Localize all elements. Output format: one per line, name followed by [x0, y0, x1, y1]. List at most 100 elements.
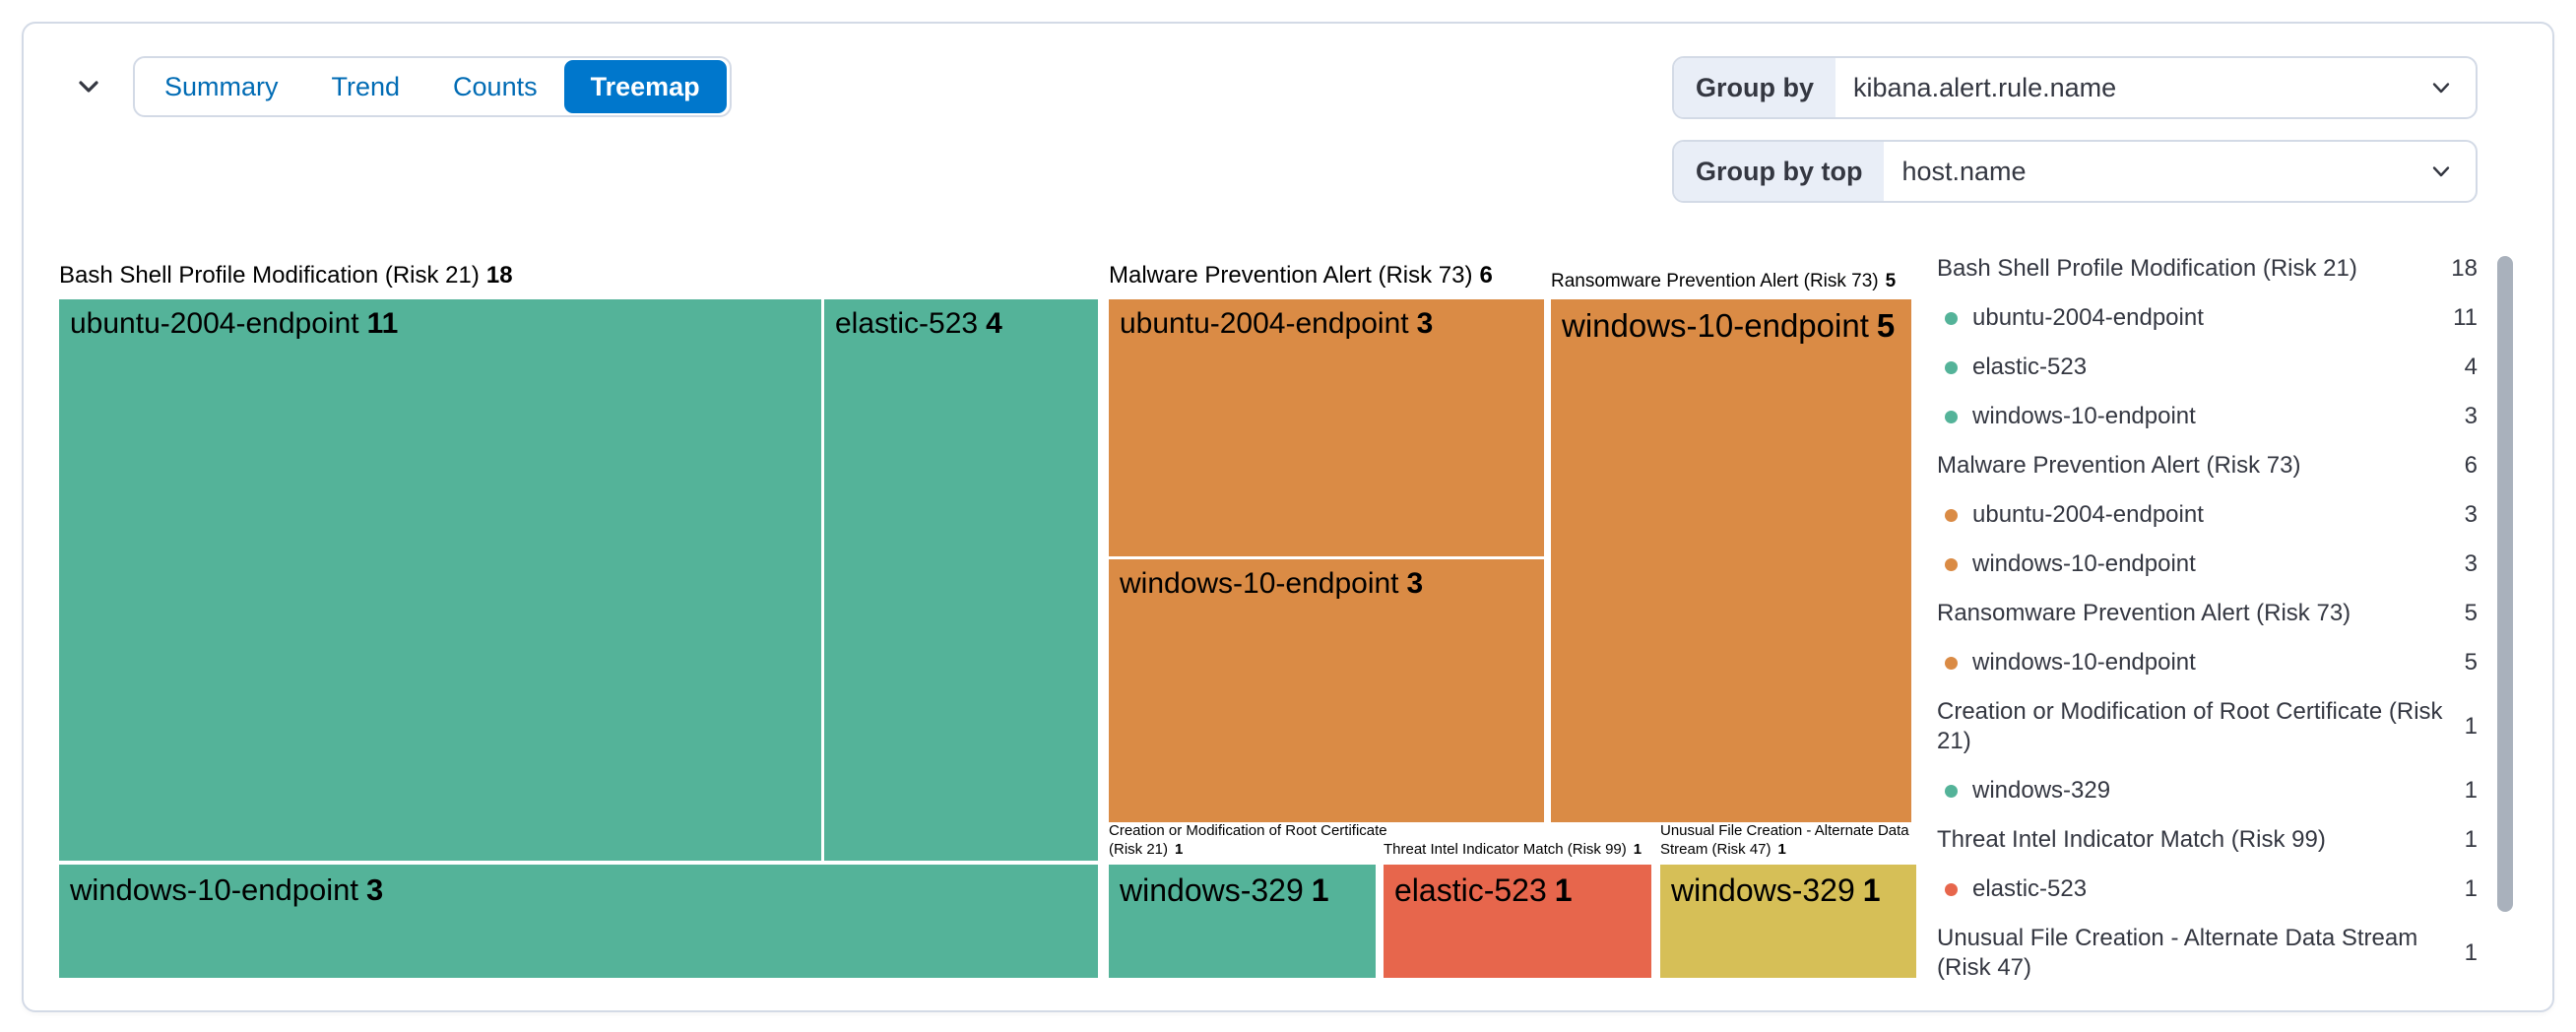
legend-dot: [1945, 557, 1958, 571]
tab-summary[interactable]: Summary: [138, 60, 305, 113]
block-count: 4: [986, 307, 1002, 340]
legend-title-row[interactable]: Threat Intel Indicator Match (Risk 99) 1: [1937, 825, 2478, 855]
treemap-section-title: Malware Prevention Alert (Risk 73) 6: [1109, 262, 1493, 290]
legend-item-row[interactable]: windows-329 1: [1937, 776, 2478, 806]
treemap-block[interactable]: ubuntu-2004-endpoint 11: [59, 299, 821, 861]
legend-item-row[interactable]: windows-10-endpoint 3: [1937, 402, 2478, 431]
group-by-value: kibana.alert.rule.name: [1853, 72, 2117, 102]
treemap-legend: Bash Shell Profile Modification (Risk 21…: [1937, 254, 2478, 1002]
group-by-top-value: host.name: [1901, 156, 2027, 186]
treemap-block[interactable]: elastic-523 1: [1384, 865, 1651, 978]
section-count: 1: [1175, 841, 1184, 858]
section-title-text: Ransomware Prevention Alert (Risk 73): [1551, 271, 1879, 291]
treemap-section-title: Unusual File Creation - Alternate Data S…: [1660, 821, 1926, 859]
treemap-block[interactable]: windows-329 1: [1109, 865, 1376, 978]
section-count: 5: [1885, 271, 1897, 291]
section-count: 1: [1633, 841, 1642, 858]
block-count: 3: [1406, 567, 1424, 600]
legend-label: Threat Intel Indicator Match (Risk 99): [1937, 826, 2326, 853]
block-count: 5: [1876, 307, 1896, 344]
group-by-select[interactable]: Group by kibana.alert.rule.name: [1672, 56, 2478, 119]
legend-item-row[interactable]: elastic-523 4: [1937, 353, 2478, 382]
legend-label: Bash Shell Profile Modification (Risk 21…: [1937, 255, 2357, 282]
legend-dot: [1945, 410, 1958, 423]
treemap-block[interactable]: windows-329 1: [1660, 865, 1916, 978]
treemap-block[interactable]: windows-10-endpoint 3: [1109, 559, 1544, 822]
legend-label: windows-329: [1972, 777, 2111, 804]
section-title-text: Bash Shell Profile Modification (Risk 21…: [59, 262, 480, 289]
alerts-panel: Summary Trend Counts Treemap Group by ki…: [22, 22, 2554, 1012]
treemap-block[interactable]: windows-10-endpoint 3: [59, 865, 1098, 978]
legend-dot: [1945, 656, 1958, 670]
treemap-block[interactable]: elastic-523 4: [824, 299, 1098, 861]
legend-item-row[interactable]: elastic-523 1: [1937, 874, 2478, 904]
legend-label: Ransomware Prevention Alert (Risk 73): [1937, 600, 2351, 626]
legend-count: 11: [2453, 304, 2478, 331]
legend-label: elastic-523: [1972, 354, 2088, 380]
tab-treemap[interactable]: Treemap: [563, 60, 727, 113]
section-title-text: Unusual File Creation - Alternate Data S…: [1660, 822, 1909, 858]
block-label: windows-329: [1120, 872, 1304, 908]
legend-count: 1: [2464, 875, 2478, 902]
section-title-text: Malware Prevention Alert (Risk 73): [1109, 262, 1473, 289]
block-label: ubuntu-2004-endpoint: [1120, 307, 1409, 340]
legend-count: 1: [2464, 939, 2478, 966]
legend-label: windows-10-endpoint: [1972, 550, 2196, 577]
block-label: windows-10-endpoint: [70, 872, 358, 907]
section-title-text: Creation or Modification of Root Certifi…: [1109, 822, 1387, 858]
legend-dot: [1945, 360, 1958, 374]
block-count: 1: [1554, 872, 1573, 908]
block-label: windows-10-endpoint: [1120, 567, 1399, 600]
treemap-section-title: Bash Shell Profile Modification (Risk 21…: [59, 262, 513, 290]
legend-title-row[interactable]: Ransomware Prevention Alert (Risk 73) 5: [1937, 599, 2478, 628]
chevron-down-icon: [2428, 58, 2476, 117]
legend-dot: [1945, 508, 1958, 522]
section-count: 1: [1777, 841, 1786, 858]
tab-trend[interactable]: Trend: [305, 60, 427, 113]
legend-label: ubuntu-2004-endpoint: [1972, 304, 2204, 331]
legend-count: 3: [2464, 403, 2478, 429]
chevron-down-icon: [2428, 142, 2476, 201]
legend-dot: [1945, 784, 1958, 798]
legend-count: 6: [2464, 452, 2478, 479]
group-by-label: Group by: [1674, 58, 1835, 117]
block-count: 3: [365, 872, 384, 907]
block-label: elastic-523: [835, 307, 979, 340]
legend-label: windows-10-endpoint: [1972, 403, 2196, 429]
section-count: 18: [485, 262, 513, 289]
block-count: 3: [1416, 307, 1434, 340]
group-by-top-select[interactable]: Group by top host.name: [1672, 140, 2478, 203]
legend-dot: [1945, 882, 1958, 896]
legend-label: Unusual File Creation - Alternate Data S…: [1937, 925, 2418, 981]
legend-item-row[interactable]: ubuntu-2004-endpoint 11: [1937, 303, 2478, 333]
collapse-panel-button[interactable]: [69, 67, 108, 106]
tab-counts[interactable]: Counts: [426, 60, 564, 113]
treemap-block[interactable]: ubuntu-2004-endpoint 3: [1109, 299, 1544, 556]
legend-label: ubuntu-2004-endpoint: [1972, 501, 2204, 528]
legend-title-row[interactable]: Malware Prevention Alert (Risk 73) 6: [1937, 451, 2478, 481]
legend-count: 4: [2464, 354, 2478, 380]
legend-dot: [1945, 311, 1958, 325]
legend-item-row[interactable]: windows-10-endpoint 5: [1937, 648, 2478, 677]
block-label: ubuntu-2004-endpoint: [70, 307, 359, 340]
legend-count: 3: [2464, 501, 2478, 528]
legend-label: elastic-523: [1972, 875, 2088, 902]
block-label: windows-329: [1671, 872, 1855, 908]
legend-item-row[interactable]: ubuntu-2004-endpoint 3: [1937, 500, 2478, 530]
legend-count: 1: [2464, 826, 2478, 853]
legend-title-row[interactable]: Creation or Modification of Root Certifi…: [1937, 697, 2478, 756]
legend-count: 1: [2464, 713, 2478, 740]
block-label: elastic-523: [1394, 872, 1547, 908]
legend-item-row[interactable]: windows-10-endpoint 3: [1937, 549, 2478, 579]
treemap-block[interactable]: windows-10-endpoint 5: [1551, 299, 1911, 822]
legend-title-row[interactable]: Unusual File Creation - Alternate Data S…: [1937, 924, 2478, 983]
treemap-section-title: Ransomware Prevention Alert (Risk 73) 5: [1551, 270, 1896, 292]
block-count: 1: [1311, 872, 1329, 908]
view-tab-group: Summary Trend Counts Treemap: [133, 56, 732, 117]
block-label: windows-10-endpoint: [1562, 307, 1869, 344]
block-count: 1: [1862, 872, 1881, 908]
legend-scrollbar-thumb[interactable]: [2497, 256, 2513, 912]
legend-count: 3: [2464, 550, 2478, 577]
treemap-section-title: Threat Intel Indicator Match (Risk 99) 1: [1384, 840, 1669, 859]
legend-title-row[interactable]: Bash Shell Profile Modification (Risk 21…: [1937, 254, 2478, 284]
